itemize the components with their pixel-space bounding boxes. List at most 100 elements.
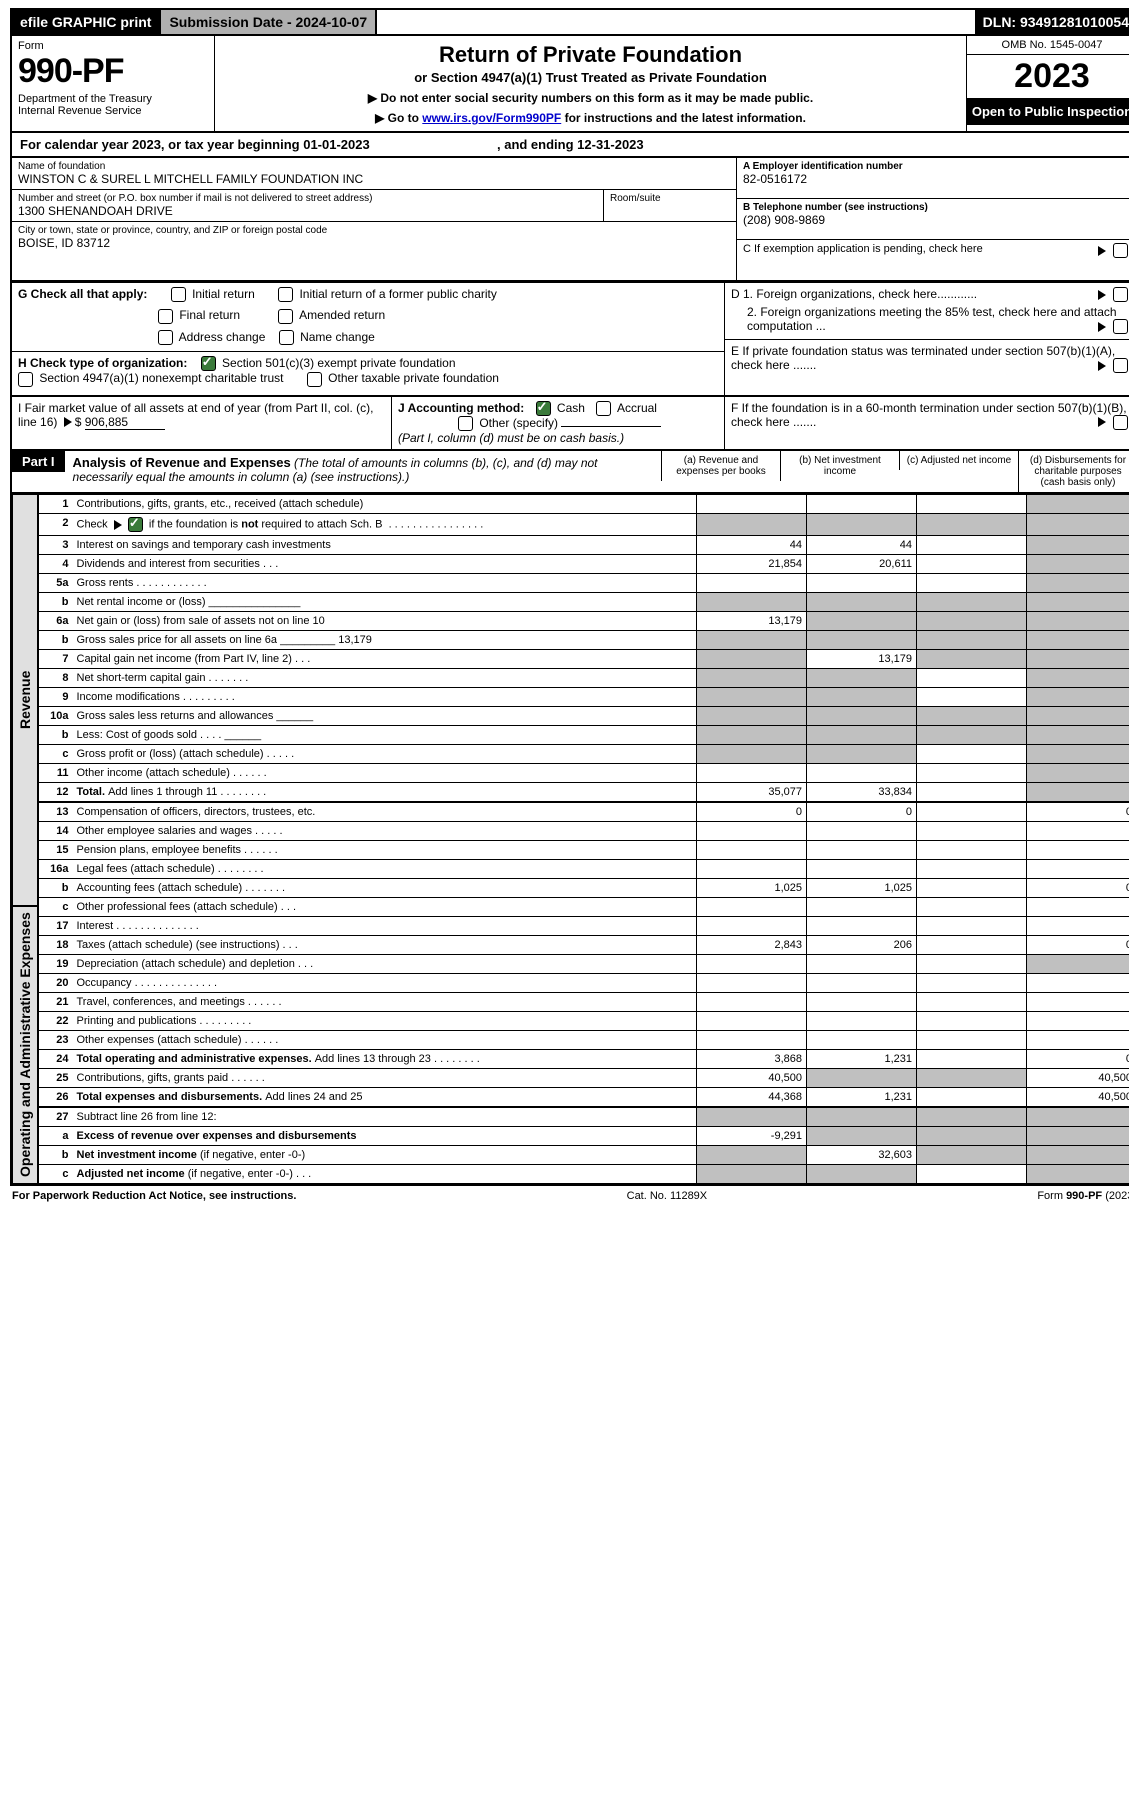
col-d <box>1027 495 1129 514</box>
col-c <box>917 898 1027 917</box>
line-no: b <box>39 593 73 612</box>
table-row: 7Capital gain net income (from Part IV, … <box>39 650 1129 669</box>
table-row: 27Subtract line 26 from line 12: <box>39 1107 1129 1127</box>
col-c <box>917 726 1027 745</box>
col-b <box>807 631 917 650</box>
topbar: efile GRAPHIC print Submission Date - 20… <box>10 8 1129 36</box>
h-4947[interactable] <box>18 372 33 387</box>
table-row: 22Printing and publications . . . . . . … <box>39 1012 1129 1031</box>
col-d <box>1027 707 1129 726</box>
col-a <box>697 669 807 688</box>
line-desc: Interest on savings and temporary cash i… <box>73 536 697 555</box>
form-link[interactable]: www.irs.gov/Form990PF <box>422 111 561 125</box>
j-section: J Accounting method: Cash Accrual Other … <box>392 397 725 450</box>
col-a: 40,500 <box>697 1069 807 1088</box>
col-d <box>1027 574 1129 593</box>
col-c <box>917 802 1027 822</box>
col-d <box>1027 860 1129 879</box>
col-c <box>917 707 1027 726</box>
line-no: 4 <box>39 555 73 574</box>
col-a <box>697 726 807 745</box>
line-no: c <box>39 1165 73 1184</box>
col-b <box>807 822 917 841</box>
g-initial-return[interactable] <box>171 287 186 302</box>
f-checkbox[interactable] <box>1113 415 1128 430</box>
col-d <box>1027 593 1129 612</box>
col-d <box>1027 993 1129 1012</box>
addr-label: Number and street (or P.O. box number if… <box>18 193 597 204</box>
c-checkbox[interactable] <box>1113 243 1128 258</box>
line-desc: Net short-term capital gain . . . . . . … <box>73 669 697 688</box>
col-b: 32,603 <box>807 1146 917 1165</box>
city-state-zip: BOISE, ID 83712 <box>18 236 730 250</box>
h-501c3[interactable] <box>201 356 216 371</box>
j-cash[interactable] <box>536 401 551 416</box>
table-row: 6aNet gain or (loss) from sale of assets… <box>39 612 1129 631</box>
j-accrual[interactable] <box>596 401 611 416</box>
col-a <box>697 1165 807 1184</box>
line-desc: Excess of revenue over expenses and disb… <box>73 1127 697 1146</box>
g-initial-former[interactable] <box>278 287 293 302</box>
col-d <box>1027 898 1129 917</box>
line-no: b <box>39 726 73 745</box>
col-a <box>697 1012 807 1031</box>
line-no: 11 <box>39 764 73 783</box>
d2-checkbox[interactable] <box>1113 319 1128 334</box>
col-c <box>917 650 1027 669</box>
instr-2: ▶ Go to www.irs.gov/Form990PF for instru… <box>225 111 956 125</box>
line-desc: Other income (attach schedule) . . . . .… <box>73 764 697 783</box>
col-b <box>807 841 917 860</box>
col-b: 0 <box>807 802 917 822</box>
line-desc: Legal fees (attach schedule) . . . . . .… <box>73 860 697 879</box>
arrow-icon <box>1098 361 1106 371</box>
telephone: (208) 908-9869 <box>743 213 1129 227</box>
calendar-year: For calendar year 2023, or tax year begi… <box>10 133 1129 158</box>
line-desc: Check if the foundation is not required … <box>73 514 697 536</box>
col-d <box>1027 955 1129 974</box>
col-a <box>697 822 807 841</box>
table-row: cGross profit or (loss) (attach schedule… <box>39 745 1129 764</box>
col-d <box>1027 974 1129 993</box>
table-row: bNet investment income (if negative, ent… <box>39 1146 1129 1165</box>
part1-header: Part I Analysis of Revenue and Expenses … <box>10 451 1129 494</box>
col-d <box>1027 841 1129 860</box>
h-other-taxable[interactable] <box>307 372 322 387</box>
form-header: Form 990-PF Department of the Treasury I… <box>10 36 1129 133</box>
col-d: 40,500 <box>1027 1069 1129 1088</box>
col-a: -9,291 <box>697 1127 807 1146</box>
col-c <box>917 936 1027 955</box>
d1-checkbox[interactable] <box>1113 287 1128 302</box>
g-name-change[interactable] <box>279 330 294 345</box>
col-a: 3,868 <box>697 1050 807 1069</box>
g-amended[interactable] <box>278 309 293 324</box>
col-a <box>697 1107 807 1127</box>
col-b <box>807 726 917 745</box>
street-address: 1300 SHENANDOAH DRIVE <box>18 204 597 218</box>
name-label: Name of foundation <box>18 161 730 172</box>
table-row: bNet rental income or (loss) ___________… <box>39 593 1129 612</box>
col-d <box>1027 1146 1129 1165</box>
e-checkbox[interactable] <box>1113 358 1128 373</box>
col-b <box>807 955 917 974</box>
footer-right: Form 990-PF (2023) <box>1037 1190 1129 1202</box>
col-a <box>697 974 807 993</box>
table-row: 9Income modifications . . . . . . . . . <box>39 688 1129 707</box>
main-table-wrap: Revenue Operating and Administrative Exp… <box>10 494 1129 1186</box>
col-b-hdr: (b) Net investment income <box>780 451 899 481</box>
col-b: 20,611 <box>807 555 917 574</box>
col-c-hdr: (c) Adjusted net income <box>899 451 1018 470</box>
line-no: b <box>39 879 73 898</box>
col-c <box>917 669 1027 688</box>
table-row: 10aGross sales less returns and allowanc… <box>39 707 1129 726</box>
col-a <box>697 707 807 726</box>
col-b <box>807 669 917 688</box>
j-other[interactable] <box>458 416 473 431</box>
d1-label: D 1. Foreign organizations, check here..… <box>731 287 977 301</box>
table-row: cOther professional fees (attach schedul… <box>39 898 1129 917</box>
col-c <box>917 841 1027 860</box>
dept-treasury: Department of the Treasury Internal Reve… <box>18 93 208 117</box>
g-address-change[interactable] <box>158 330 173 345</box>
g-final-return[interactable] <box>158 309 173 324</box>
line-desc: Contributions, gifts, grants, etc., rece… <box>73 495 697 514</box>
line-desc: Gross sales less returns and allowances … <box>73 707 697 726</box>
